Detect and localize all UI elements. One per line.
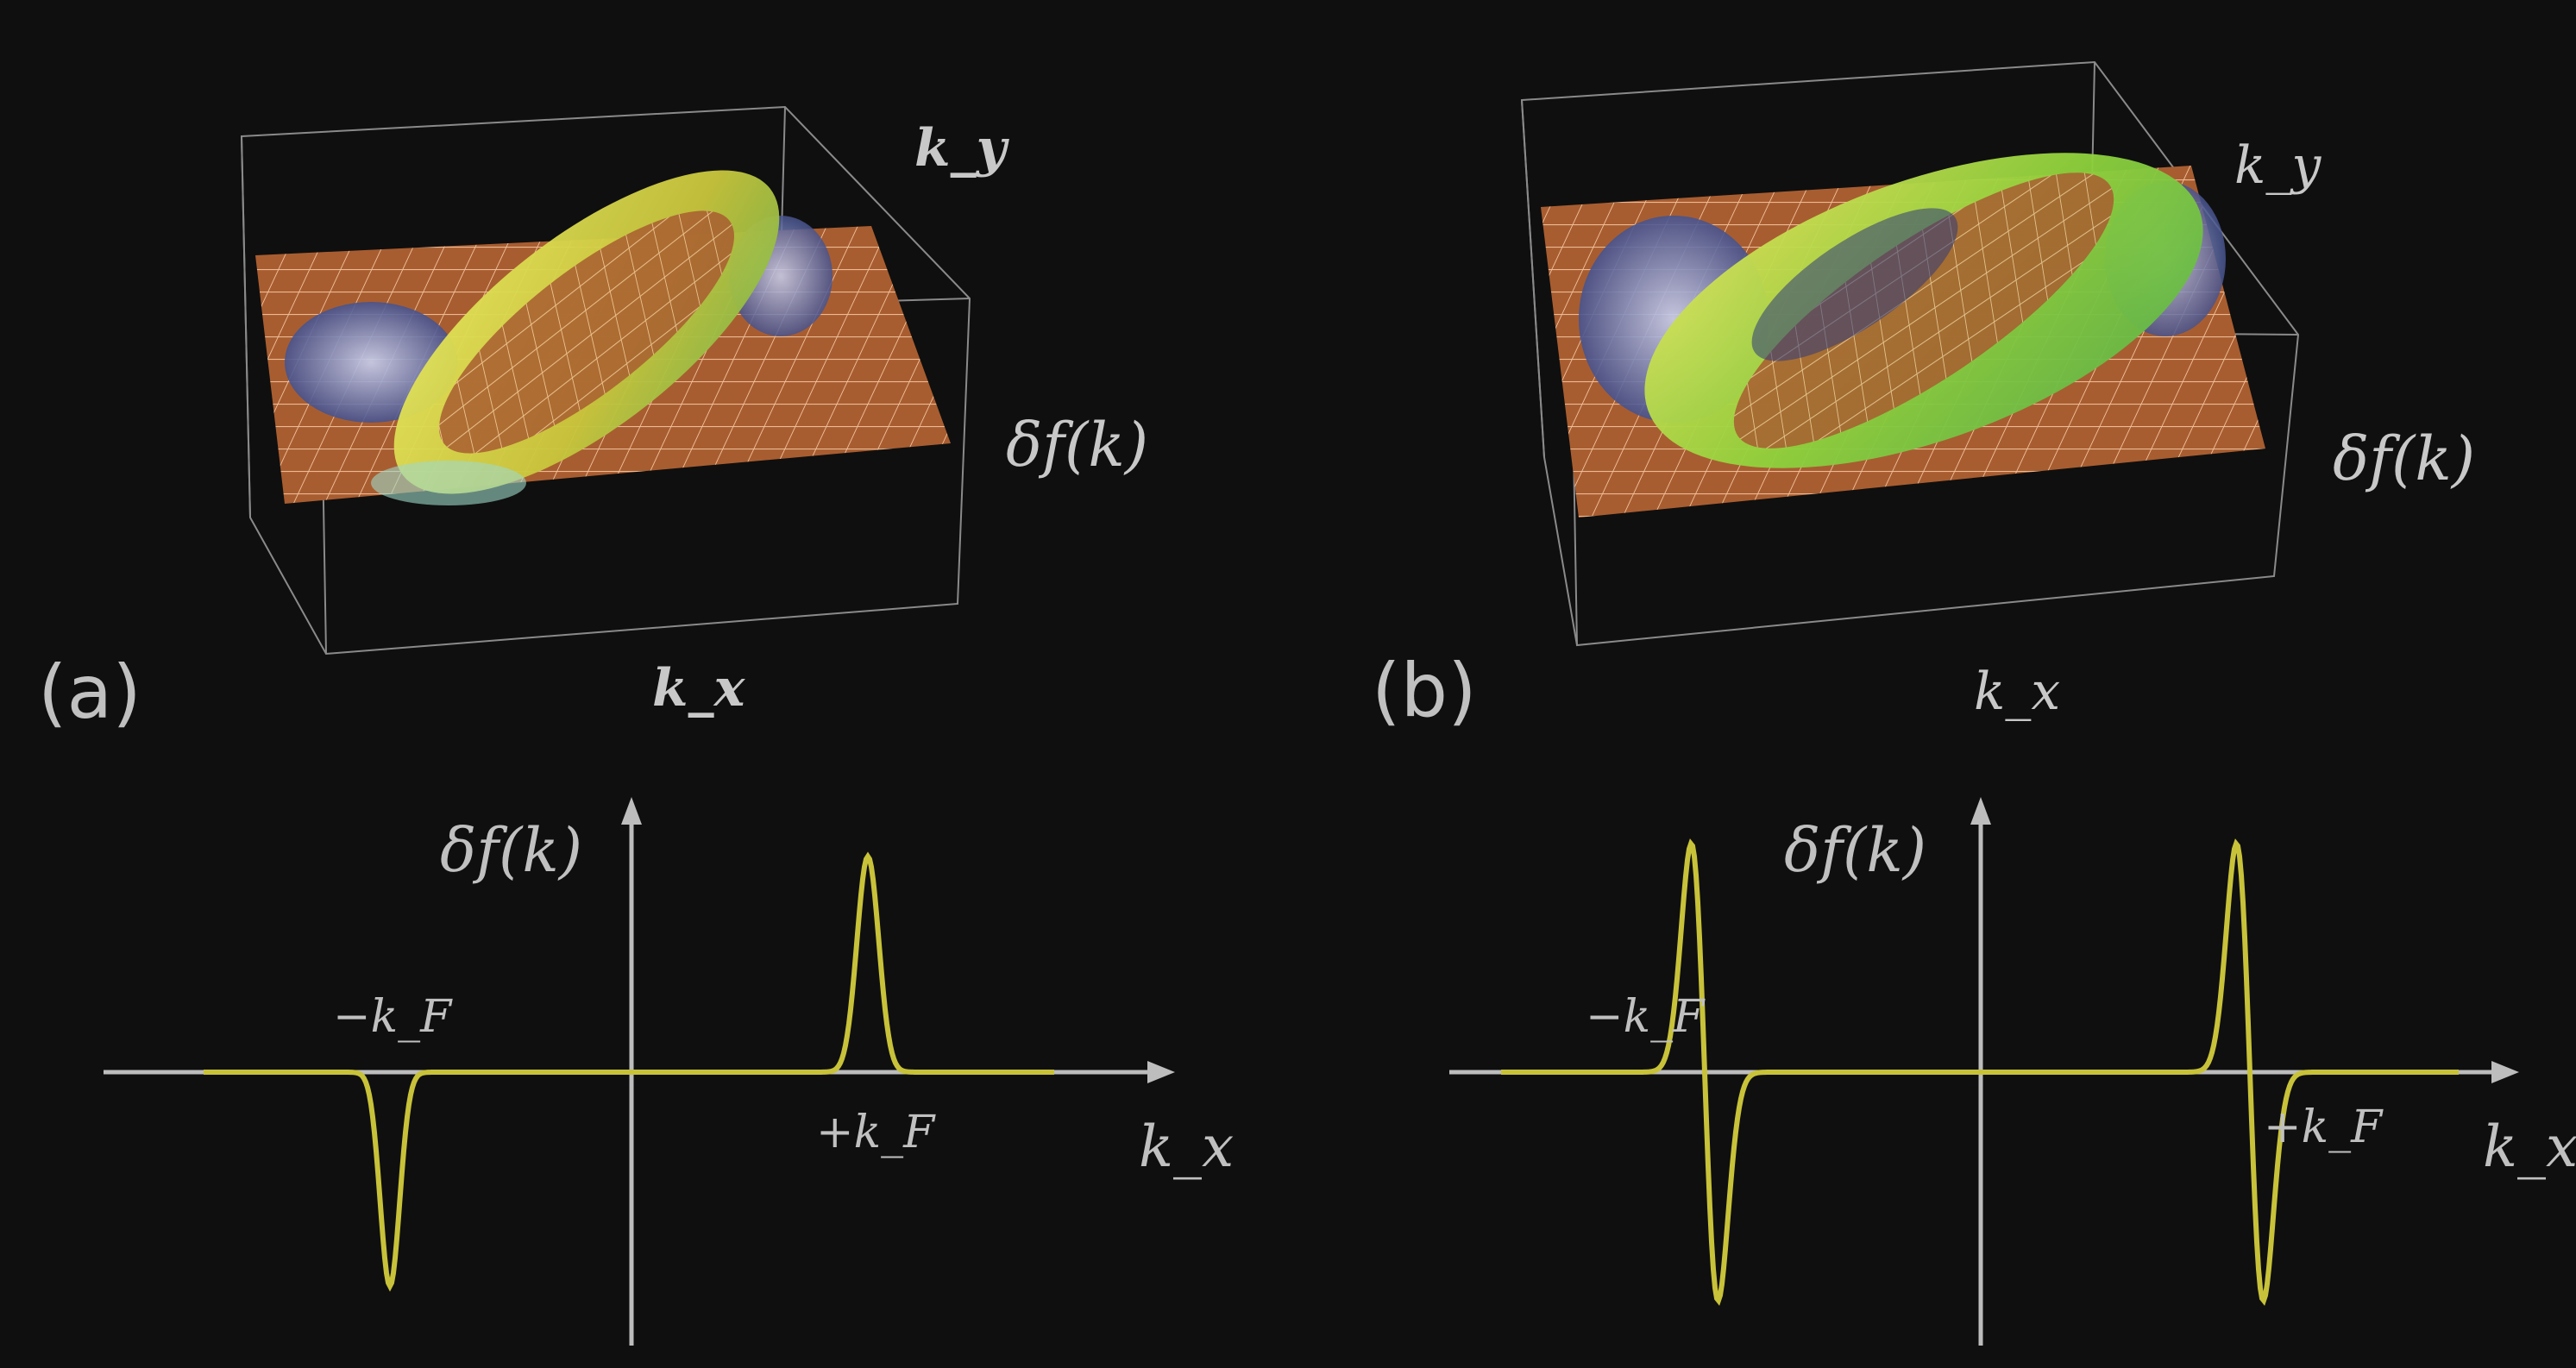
x-axis-arrow-b: [2491, 1061, 2519, 1083]
y-label-a: δf(k): [440, 815, 582, 886]
ridge-b-shadow: [1751, 208, 1958, 361]
ky-label-a: k_y: [914, 118, 1010, 179]
plus-kf-label-b: +k_F: [2264, 1101, 2384, 1153]
x-label-b: k_x: [2483, 1114, 2576, 1180]
x-axis-arrow-a: [1147, 1061, 1175, 1083]
ky-label-b: k_y: [2234, 135, 2322, 196]
plus-kf-label-a: +k_F: [816, 1107, 936, 1158]
minus-kf-label-b: −k_F: [1586, 991, 1706, 1043]
ridge-b-inner: [1733, 173, 2114, 449]
panel-label-a: (a): [38, 649, 141, 736]
kx-label-b: k_x: [1974, 662, 2060, 722]
ridge-a-inner: [438, 210, 735, 454]
profile-plot-a: δf(k) k_x −k_F +k_F: [104, 797, 1234, 1346]
ridge-a-underside: [371, 461, 526, 505]
panel-label-b: (b): [1372, 648, 1477, 734]
curve-b: [1501, 838, 2459, 1306]
profile-plot-b: δf(k) k_x −k_F +k_F: [1449, 797, 2576, 1346]
y-axis-arrow-b: [1970, 797, 1991, 825]
x-label-a: k_x: [1139, 1114, 1234, 1180]
surface-plot-b: k_y k_x δf(k): [1520, 60, 2475, 722]
y-label-b: δf(k): [1784, 815, 1926, 886]
kx-label-a: k_x: [652, 658, 746, 719]
z-label-a: δf(k): [1006, 410, 1148, 480]
minus-kf-label-a: −k_F: [333, 991, 453, 1043]
surface-plot-a: k_y k_x δf(k): [240, 105, 1148, 719]
z-label-b: δf(k): [2333, 424, 2475, 494]
y-axis-arrow-a: [621, 797, 642, 825]
curve-a: [204, 851, 1054, 1292]
